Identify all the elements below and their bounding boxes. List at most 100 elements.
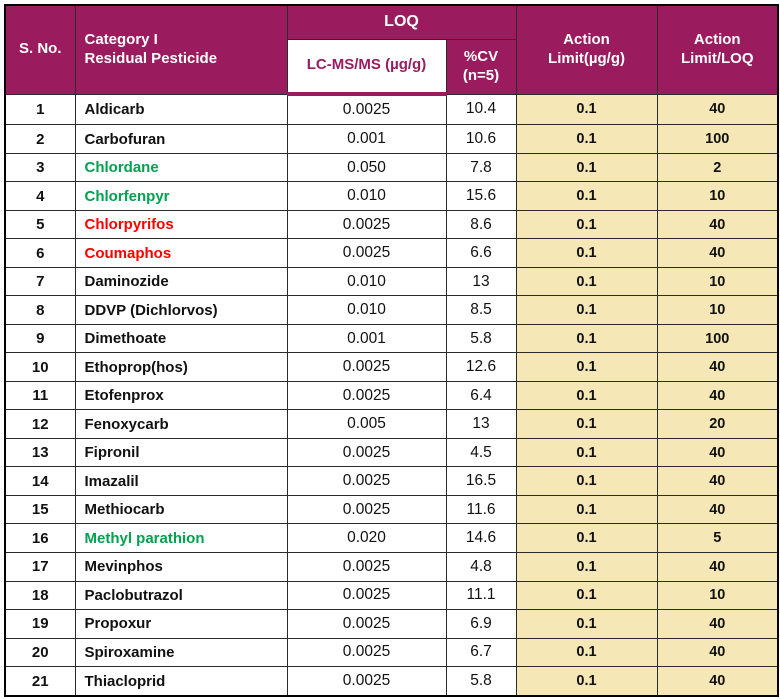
cell-action-limit-loq: 100 xyxy=(656,124,779,154)
cell-s-no: 9 xyxy=(4,323,76,354)
cell-cv-value: 12.6 xyxy=(445,352,517,382)
cell-pesticide-name: Fipronil xyxy=(74,437,288,468)
cell-action-limit-loq: 40 xyxy=(656,437,779,468)
cell-action-limit: 0.1 xyxy=(515,323,658,354)
cell-cv-value: 10.6 xyxy=(445,124,517,154)
cell-cv-value: 16.5 xyxy=(445,466,517,496)
cell-cv-value: 15.6 xyxy=(445,181,517,211)
cell-cv-value: 6.9 xyxy=(445,609,517,639)
cell-loq-value: 0.0025 xyxy=(286,637,447,668)
header-category: Category I Residual Pesticide xyxy=(74,4,288,95)
cell-pesticide-name: Methiocarb xyxy=(74,494,288,525)
header-cv-line2: (n=5) xyxy=(462,66,500,84)
cell-cv-value: 6.4 xyxy=(445,380,517,411)
cell-s-no: 20 xyxy=(4,637,76,668)
cell-cv-value: 14.6 xyxy=(445,523,517,553)
cell-action-limit-loq: 40 xyxy=(656,609,779,639)
cell-cv-value: 7.8 xyxy=(445,152,517,183)
cell-pesticide-name: Spiroxamine xyxy=(74,637,288,668)
cell-loq-value: 0.010 xyxy=(286,181,447,211)
cell-s-no: 6 xyxy=(4,238,76,268)
header-s-no: S. No. xyxy=(4,4,76,95)
pesticide-loq-table: S. No. Category I Residual Pesticide LOQ… xyxy=(4,4,780,697)
cell-action-limit: 0.1 xyxy=(515,352,658,382)
table-row: 8 DDVP (Dichlorvos) 0.010 8.5 0.1 10 xyxy=(4,295,779,325)
table-row: 6 Coumaphos 0.0025 6.6 0.1 40 xyxy=(4,238,779,268)
cell-action-limit-loq: 10 xyxy=(656,295,779,325)
cell-action-limit-loq: 40 xyxy=(656,352,779,382)
cell-action-limit-loq: 40 xyxy=(656,238,779,268)
cell-loq-value: 0.0025 xyxy=(286,552,447,582)
table-row: 3 Chlordane 0.050 7.8 0.1 2 xyxy=(4,152,779,183)
cell-s-no: 11 xyxy=(4,380,76,411)
table-row: 4 Chlorfenpyr 0.010 15.6 0.1 10 xyxy=(4,181,779,211)
cell-loq-value: 0.0025 xyxy=(286,666,447,697)
table-row: 14 Imazalil 0.0025 16.5 0.1 40 xyxy=(4,466,779,496)
cell-pesticide-name: Chlordane xyxy=(74,152,288,183)
cell-cv-value: 8.6 xyxy=(445,209,517,240)
header-action-limit: Action Limit(µg/g) xyxy=(515,4,658,95)
cell-loq-value: 0.0025 xyxy=(286,93,447,126)
cell-loq-value: 0.0025 xyxy=(286,352,447,382)
header-lcmsms: LC-MS/MS (µg/g) xyxy=(286,38,447,96)
cell-s-no: 1 xyxy=(4,93,76,126)
cell-action-limit: 0.1 xyxy=(515,580,658,611)
cell-s-no: 14 xyxy=(4,466,76,496)
cell-action-limit: 0.1 xyxy=(515,238,658,268)
cell-action-limit-loq: 40 xyxy=(656,666,779,697)
cell-action-limit: 0.1 xyxy=(515,295,658,325)
cell-loq-value: 0.005 xyxy=(286,409,447,439)
cell-action-limit: 0.1 xyxy=(515,209,658,240)
header-action-limit-loq-line1: Action xyxy=(693,31,741,48)
cell-action-limit-loq: 40 xyxy=(656,637,779,668)
cell-action-limit: 0.1 xyxy=(515,552,658,582)
table-row: 10 Ethoprop(hos) 0.0025 12.6 0.1 40 xyxy=(4,352,779,382)
cell-s-no: 2 xyxy=(4,124,76,154)
header-loq-group-label: LOQ xyxy=(384,13,419,31)
cell-s-no: 3 xyxy=(4,152,76,183)
table-row: 1 Aldicarb 0.0025 10.4 0.1 40 xyxy=(4,93,779,126)
cell-s-no: 4 xyxy=(4,181,76,211)
cell-action-limit: 0.1 xyxy=(515,523,658,553)
cell-action-limit-loq: 100 xyxy=(656,323,779,354)
cell-pesticide-name: Fenoxycarb xyxy=(74,409,288,439)
table-row: 20 Spiroxamine 0.0025 6.7 0.1 40 xyxy=(4,637,779,668)
cell-cv-value: 11.6 xyxy=(445,494,517,525)
cell-loq-value: 0.001 xyxy=(286,124,447,154)
header-s-no-label: S. No. xyxy=(18,40,62,58)
cell-action-limit-loq: 5 xyxy=(656,523,779,553)
cell-action-limit-loq: 10 xyxy=(656,266,779,297)
header-action-limit-loq-line2: Limit/LOQ xyxy=(681,49,754,67)
cell-loq-value: 0.010 xyxy=(286,295,447,325)
cell-action-limit: 0.1 xyxy=(515,494,658,525)
cell-action-limit: 0.1 xyxy=(515,181,658,211)
cell-cv-value: 11.1 xyxy=(445,580,517,611)
cell-s-no: 13 xyxy=(4,437,76,468)
table-body: 1 Aldicarb 0.0025 10.4 0.1 40 2 Carbofuran 0.001… xyxy=(4,93,779,697)
table-row: 5 Chlorpyrifos 0.0025 8.6 0.1 40 xyxy=(4,209,779,240)
header-action-limit-line1: Action xyxy=(563,31,610,48)
cell-pesticide-name: Carbofuran xyxy=(74,124,288,154)
cell-pesticide-name: Propoxur xyxy=(74,609,288,639)
cell-pesticide-name: DDVP (Dichlorvos) xyxy=(74,295,288,325)
cell-cv-value: 13 xyxy=(445,266,517,297)
cell-action-limit-loq: 40 xyxy=(656,466,779,496)
table-row: 16 Methyl parathion 0.020 14.6 0.1 5 xyxy=(4,523,779,553)
cell-pesticide-name: Ethoprop(hos) xyxy=(74,352,288,382)
header-action-limit-loq: Action Limit/LOQ xyxy=(656,4,779,95)
header-action-limit-line2: Limit(µg/g) xyxy=(548,49,625,67)
cell-pesticide-name: Chlorpyrifos xyxy=(74,209,288,240)
table-row: 19 Propoxur 0.0025 6.9 0.1 40 xyxy=(4,609,779,639)
header-category-line1: Category I xyxy=(84,31,158,48)
cell-s-no: 10 xyxy=(4,352,76,382)
cell-action-limit: 0.1 xyxy=(515,409,658,439)
cell-action-limit: 0.1 xyxy=(515,152,658,183)
cell-cv-value: 4.8 xyxy=(445,552,517,582)
cell-loq-value: 0.001 xyxy=(286,323,447,354)
cell-cv-value: 5.8 xyxy=(445,666,517,697)
header-category-line2: Residual Pesticide xyxy=(84,49,218,67)
cell-loq-value: 0.020 xyxy=(286,523,447,553)
cell-action-limit-loq: 40 xyxy=(656,494,779,525)
cell-loq-value: 0.0025 xyxy=(286,209,447,240)
